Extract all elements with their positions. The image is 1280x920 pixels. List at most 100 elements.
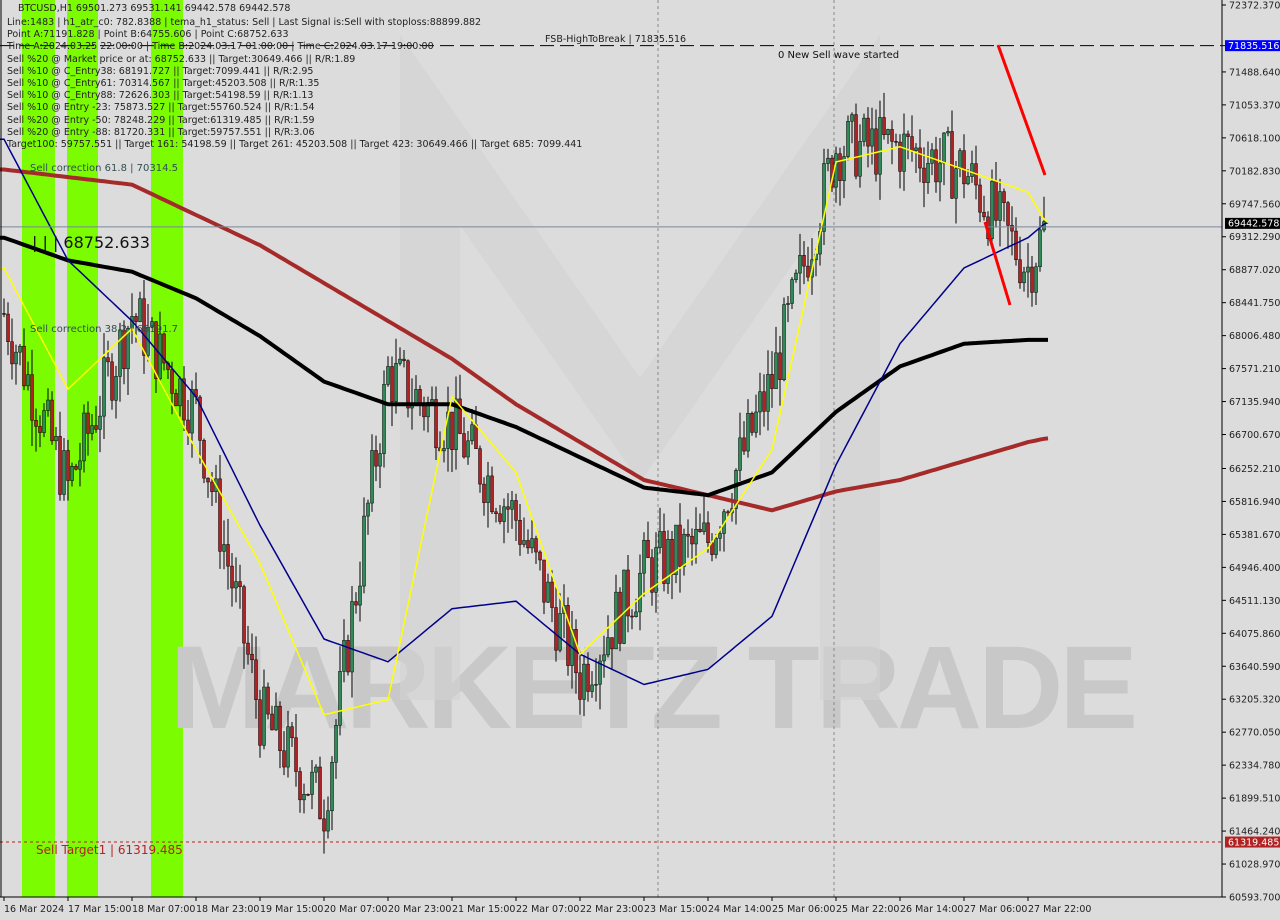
price-tick-label: 70618.100 <box>1229 133 1280 144</box>
candle-body <box>118 329 122 377</box>
price-tick-label: 65816.940 <box>1229 497 1280 508</box>
candle-body <box>170 369 174 394</box>
candle <box>298 767 302 813</box>
candle-body <box>742 437 746 452</box>
candle <box>46 388 50 417</box>
candle-body <box>970 163 974 177</box>
candle <box>206 477 210 498</box>
candle-body <box>206 477 210 483</box>
candle-body <box>250 653 254 661</box>
candle-body <box>82 412 86 462</box>
candle-body <box>274 705 278 731</box>
candle-body <box>42 410 46 433</box>
candle <box>306 793 310 797</box>
candle <box>522 517 526 548</box>
candle-body <box>762 391 766 412</box>
candle <box>406 359 410 418</box>
candle <box>694 507 698 564</box>
candle <box>330 756 334 831</box>
candle <box>738 412 742 482</box>
candle-body <box>1030 266 1034 293</box>
candle <box>686 519 690 558</box>
candle-body <box>474 424 478 449</box>
price-tick-label: 71053.370 <box>1229 100 1280 111</box>
candle <box>578 651 582 715</box>
candle-body <box>578 672 582 700</box>
candle-body <box>770 374 774 389</box>
price-badge-label: 61319.485 <box>1228 837 1279 848</box>
candle-body <box>362 515 366 587</box>
candle <box>926 141 930 194</box>
candle <box>78 442 82 487</box>
candle <box>542 559 546 615</box>
moving-average-line <box>0 167 1049 513</box>
candle-body <box>382 384 386 454</box>
price-tick-label: 70182.830 <box>1229 166 1280 177</box>
candle <box>586 652 590 702</box>
candle-body <box>982 211 986 218</box>
candle <box>1034 262 1038 306</box>
info-line: Sell %10 @ C_Entry38: 68191.727 || Targe… <box>7 65 314 77</box>
candle <box>494 507 498 523</box>
time-tick-label: 19 Mar 15:00 <box>260 904 323 915</box>
candle <box>654 532 658 613</box>
candle-body <box>102 357 106 417</box>
candle <box>922 147 926 208</box>
candle-body <box>798 255 802 274</box>
candle-body <box>378 453 382 467</box>
candle-body <box>110 361 114 401</box>
candle <box>938 138 942 202</box>
candle <box>390 356 394 427</box>
candle <box>66 439 70 501</box>
candle-body <box>234 581 238 589</box>
candle-body <box>74 466 78 470</box>
candle <box>906 130 910 160</box>
moving-average-line <box>0 138 1049 686</box>
candle-body <box>602 654 606 662</box>
candle <box>866 107 870 168</box>
time-tick-label: 20 Mar 07:00 <box>324 904 387 915</box>
candle-body <box>246 642 250 655</box>
candle <box>454 376 458 470</box>
candle <box>442 440 446 463</box>
candle <box>846 115 850 161</box>
candle <box>762 374 766 427</box>
moving-average-line <box>0 235 1048 498</box>
candle-body <box>594 683 598 686</box>
candle <box>838 147 842 206</box>
price-badge-label: 71835.516 <box>1228 41 1279 52</box>
candle <box>502 498 506 544</box>
candle-body <box>38 426 42 433</box>
info-line: Sell %10 @ C_Entry88: 72626.303 || Targe… <box>7 90 314 102</box>
candle <box>82 404 86 473</box>
candle <box>786 295 790 323</box>
candle-body <box>278 705 282 751</box>
candle <box>802 241 806 285</box>
candle <box>62 438 66 501</box>
candle-body <box>10 341 14 365</box>
candle <box>334 719 338 779</box>
candle <box>478 445 482 493</box>
candle-body <box>634 611 638 617</box>
candle-body <box>30 374 34 421</box>
candle-body <box>262 686 266 746</box>
candle-body <box>306 793 310 796</box>
candle <box>914 143 918 173</box>
candle <box>758 372 762 436</box>
candle-body <box>898 141 902 172</box>
candle <box>530 520 534 554</box>
candle-body <box>254 659 258 700</box>
candle-body <box>178 378 182 407</box>
price-tick-label: 68006.480 <box>1229 331 1280 342</box>
candle-body <box>122 329 126 370</box>
candle-body <box>1038 229 1042 268</box>
candle <box>26 361 30 391</box>
candle-body <box>86 412 90 434</box>
candle-body <box>654 547 658 593</box>
candle-body <box>582 663 586 700</box>
candle-body <box>534 538 538 553</box>
candle-body <box>94 425 98 430</box>
candle-body <box>946 131 950 134</box>
candle-body <box>470 424 474 442</box>
